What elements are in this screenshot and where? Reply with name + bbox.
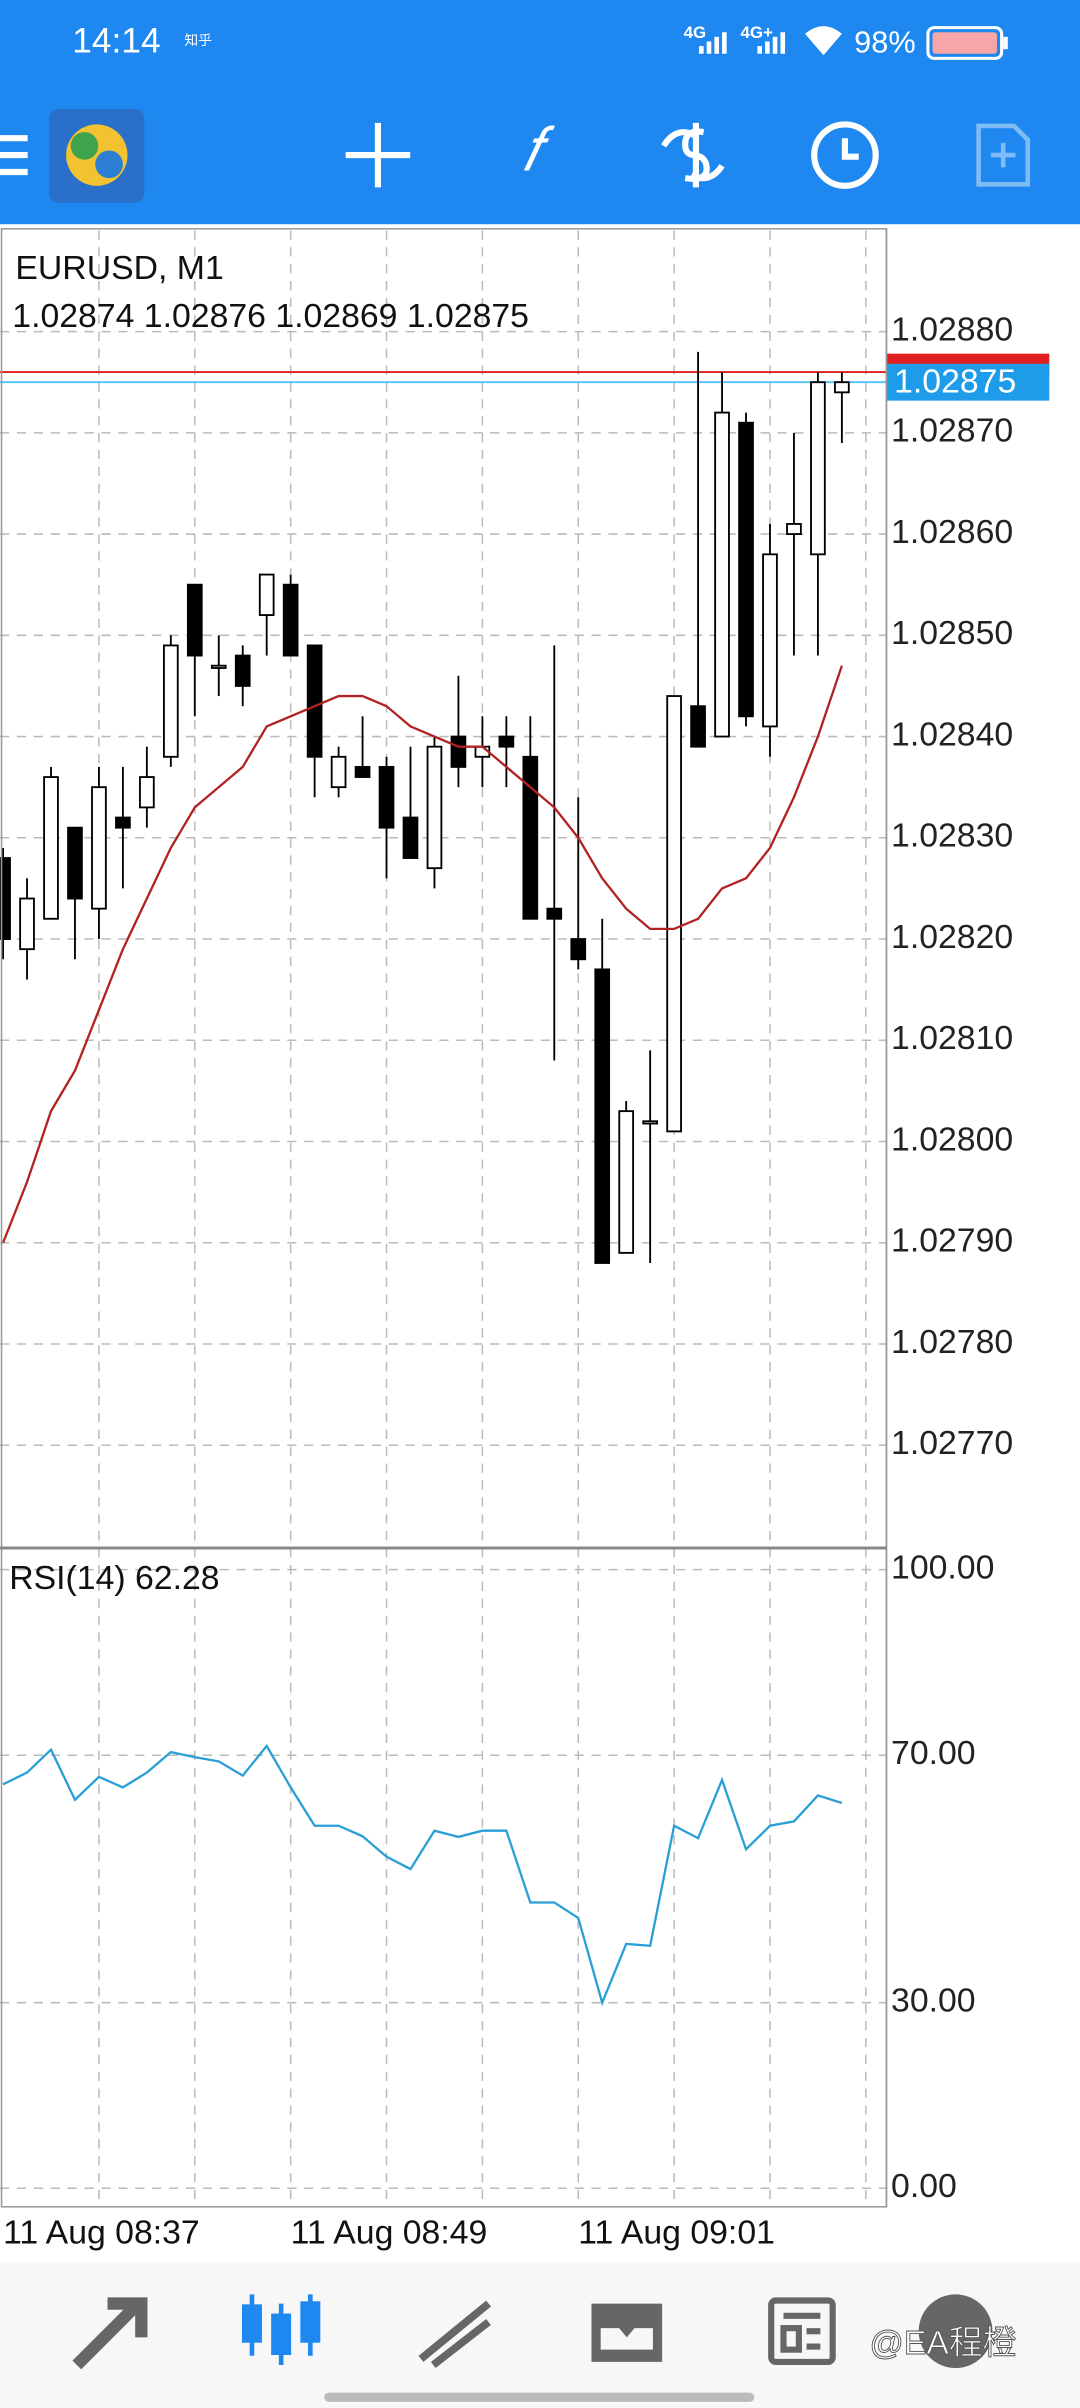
candle-body: [306, 644, 323, 758]
candle-body: [522, 755, 539, 920]
candle-body: [666, 695, 682, 1133]
trade-button[interactable]: [661, 122, 725, 188]
candle-body: [786, 523, 802, 535]
y-tick-label: 1.02840: [891, 715, 1013, 753]
candle-body: [43, 776, 59, 920]
candle-body: [186, 583, 203, 657]
y-tick-label: 1.02800: [891, 1120, 1013, 1158]
candle-body: [642, 1120, 658, 1125]
network: 4G: [684, 23, 707, 42]
x-tick-label: 11 Aug 08:49: [291, 2213, 488, 2251]
y-tick-label: 1.02820: [891, 918, 1013, 956]
candle-body: [618, 1110, 635, 1254]
candle-body: [354, 766, 371, 778]
bid-tag: [886, 363, 1050, 401]
candle-body: [690, 705, 706, 748]
chart-tab[interactable]: [241, 2294, 321, 2365]
candle-body: [19, 897, 35, 951]
candle-body: [282, 583, 299, 657]
y-tick-label: 1.02880: [891, 311, 1013, 349]
candle-body: [91, 786, 107, 910]
watermark: @EA程橙: [870, 2324, 1017, 2362]
candle-body: [330, 755, 347, 789]
y-tick-label: 30.00: [891, 1982, 976, 2020]
new-order-button[interactable]: [976, 123, 1031, 187]
candle-body: [570, 938, 587, 961]
battery-text: 98%: [854, 25, 915, 60]
y-tick-label: 1.02770: [891, 1424, 1013, 1462]
candle-body: [115, 816, 131, 829]
y-tick-label: 0.00: [891, 2167, 957, 2205]
settings-tab[interactable]: [918, 2294, 993, 2369]
y-tick-label: 1.02780: [891, 1323, 1013, 1361]
ohlc-text: 1.02874 1.02876 1.02869 1.02875: [12, 297, 529, 335]
candle-body: [234, 654, 251, 687]
crosshair-button[interactable]: [345, 122, 411, 188]
candle-body: [810, 381, 826, 556]
candle-body: [402, 816, 419, 859]
bid-label: 1.02875: [894, 363, 1016, 401]
chart-title: EURUSD, M1: [15, 249, 223, 287]
y-tick-label: 1.02860: [891, 513, 1013, 551]
candle-body: [258, 573, 275, 616]
rsi-line: [2, 1743, 843, 2007]
y-tick-label: 1.02810: [891, 1019, 1013, 1057]
candle-body: [426, 745, 443, 870]
clock: 14:14: [72, 21, 160, 60]
chart-area: 1.02880 1.02870 1.02860 1.02850 1.02840 1.028…: [0, 228, 1050, 2251]
candle-body: [139, 776, 155, 809]
trade-tab[interactable]: [418, 2300, 491, 2369]
y-tick-label: 1.02790: [891, 1222, 1013, 1260]
candle-body: [378, 766, 395, 829]
candle-body: [594, 968, 611, 1264]
signal-icons: [699, 26, 842, 56]
y-tick-label: 1.02850: [891, 614, 1013, 652]
candle-body: [834, 381, 850, 394]
y-tick-label: 1.02870: [891, 412, 1013, 450]
candle-body: [0, 857, 11, 940]
y-tick-label: 1.02830: [891, 817, 1013, 855]
chart-frame: [0, 228, 888, 2208]
candle-body: [714, 411, 730, 738]
bottom-nav: [0, 2262, 1080, 2408]
moving-average: [2, 665, 843, 1244]
candle-body: [210, 664, 227, 669]
home-indicator: [324, 2392, 755, 2402]
x-tick-label: 11 Aug 09:01: [578, 2213, 775, 2251]
quotes-tab[interactable]: [72, 2297, 148, 2370]
app-logo[interactable]: [49, 109, 145, 203]
timeframe-button[interactable]: [811, 121, 879, 189]
candle-body: [738, 421, 754, 718]
candle-body: [67, 826, 83, 900]
news-tab[interactable]: [768, 2297, 836, 2365]
menu-button[interactable]: [0, 135, 28, 176]
candle-body: [162, 644, 179, 758]
y-tick-label: 70.00: [891, 1734, 976, 1772]
candle-body: [450, 735, 467, 768]
top-bar: [0, 0, 1080, 225]
battery-icon: [926, 26, 1008, 60]
candle-body: [498, 735, 515, 748]
history-tab[interactable]: [591, 2303, 663, 2362]
y-tick-label: 100.00: [891, 1549, 994, 1587]
candle-body: [762, 553, 778, 728]
indicator-title: RSI(14) 62.28: [9, 1559, 219, 1597]
network: 4G+: [740, 23, 773, 42]
candle-body: [546, 907, 563, 920]
notification: 知乎: [184, 32, 212, 48]
x-tick-label: 11 Aug 08:37: [3, 2213, 200, 2251]
